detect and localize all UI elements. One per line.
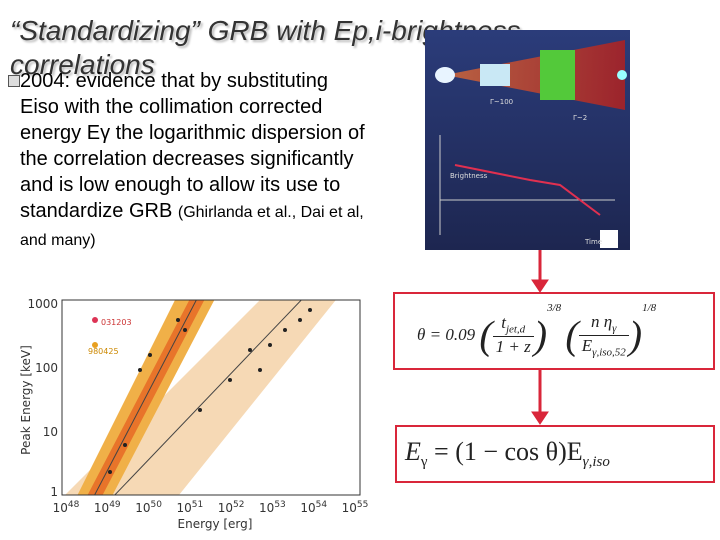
x-tick-label: 1051 bbox=[176, 500, 203, 515]
tick-exponent: 50 bbox=[150, 500, 162, 510]
tick-base: 10 bbox=[53, 501, 68, 515]
fit-line bbox=[94, 300, 197, 495]
fraction: tjet,d 1 + z bbox=[492, 313, 534, 356]
formula-part: n η bbox=[590, 312, 613, 332]
arrow-head bbox=[531, 279, 549, 293]
x-tick-label: 1049 bbox=[94, 500, 121, 515]
y-axis-label: Peak Energy [keV] bbox=[19, 345, 33, 455]
formula-power: 1/8 bbox=[642, 302, 657, 314]
arrow-head bbox=[531, 411, 549, 425]
tick-exponent: 51 bbox=[192, 500, 203, 510]
y-ticks: 1 10 100 1000 bbox=[27, 297, 58, 499]
bullet-citation: (Ghirlanda et al., Dai et al, and many) bbox=[20, 204, 364, 249]
x-ticks: 1048 1049 1050 1051 1052 1053 1054 1055 bbox=[53, 500, 369, 515]
x-tick-label: 1052 bbox=[218, 500, 245, 515]
x-tick-label: 1053 bbox=[259, 500, 286, 515]
formula-sub: γ,iso,52 bbox=[592, 345, 626, 358]
diagram-label: Γ~100 bbox=[490, 98, 513, 106]
tick-base: 10 bbox=[300, 501, 315, 515]
data-points bbox=[92, 308, 312, 474]
ep-e-plot: 031203 980425 1 10 100 1000 1048 1049 1050… bbox=[19, 297, 369, 531]
diagram-label: Γ~2 bbox=[573, 114, 587, 122]
fit-line bbox=[114, 300, 302, 495]
paren: ( bbox=[565, 312, 579, 358]
bullet-mark bbox=[8, 75, 20, 87]
y-tick-label: 1000 bbox=[27, 297, 58, 311]
x-axis-label: Energy [erg] bbox=[178, 517, 253, 531]
tick-base: 10 bbox=[94, 501, 109, 515]
bullet-lead: 2004: evidence that by substituting Eiso… bbox=[20, 70, 328, 144]
energy-formula: Eγ = (1 − cos θ)Eγ,iso bbox=[405, 437, 610, 471]
tick-base: 10 bbox=[259, 501, 274, 515]
x-tick-label: 1050 bbox=[135, 500, 162, 515]
y-tick-label: 10 bbox=[43, 425, 58, 439]
tick-exponent: 49 bbox=[109, 500, 121, 510]
x-tick-label: 1055 bbox=[342, 500, 369, 515]
bullet-gamma: γ bbox=[100, 122, 111, 144]
tick-base: 10 bbox=[135, 501, 150, 515]
formula-sub: jet,d bbox=[505, 323, 526, 336]
tick-exponent: 53 bbox=[274, 500, 285, 510]
bullet-text: 2004: evidence that by substituting Eiso… bbox=[8, 68, 365, 254]
point-label: 031203 bbox=[101, 318, 132, 327]
light-curve bbox=[454, 164, 601, 216]
marker bbox=[600, 230, 618, 248]
diagram-label: Brightness bbox=[450, 172, 488, 180]
tick-exponent: 54 bbox=[316, 500, 328, 510]
formula-power: 3/8 bbox=[547, 302, 562, 314]
formula-part: θ = 0.09 bbox=[417, 325, 476, 345]
energy-formula-box: Eγ = (1 − cos θ)Eγ,iso bbox=[395, 425, 715, 483]
tick-base: 10 bbox=[176, 501, 191, 515]
x-tick-label: 1054 bbox=[300, 500, 327, 515]
y-tick-label: 1 bbox=[50, 485, 58, 499]
band-outer bbox=[77, 300, 215, 495]
y-tick-label: 100 bbox=[35, 361, 58, 375]
tick-base: 10 bbox=[342, 501, 357, 515]
observer bbox=[617, 70, 627, 80]
paren: ( bbox=[479, 312, 493, 358]
fraction: n ηγ Eγ,iso,52 bbox=[578, 312, 629, 358]
bullet-rest: the logarithmic dispersion of the correl… bbox=[20, 122, 365, 222]
formula-part: = (1 − cos θ)E bbox=[427, 437, 583, 466]
x-tick-label: 1048 bbox=[53, 500, 80, 515]
theta-formula: θ = 0.09 (tjet,d 1 + z)3/8 (n ηγ Eγ,iso,52… bbox=[417, 302, 656, 359]
numerator: n ηγ bbox=[578, 312, 629, 336]
wide-band bbox=[65, 300, 336, 495]
formula-sub: γ,iso bbox=[582, 454, 610, 471]
formula-part: E bbox=[581, 335, 593, 355]
formula-part: E bbox=[405, 437, 421, 466]
formula-sub: γ bbox=[612, 322, 617, 335]
formula-part: 1 + z bbox=[495, 336, 531, 356]
tick-exponent: 48 bbox=[68, 500, 80, 510]
tick-exponent: 55 bbox=[357, 500, 368, 510]
formula-part: t bbox=[501, 313, 506, 333]
point-label: 980425 bbox=[88, 347, 119, 356]
diagram-label: Time bbox=[584, 238, 602, 246]
plot-frame bbox=[61, 299, 361, 496]
theta-formula-box: θ = 0.09 (tjet,d 1 + z)3/8 (n ηγ Eγ,iso,52… bbox=[393, 292, 715, 370]
formula-sub: γ bbox=[420, 454, 428, 471]
band-inner bbox=[87, 300, 205, 495]
paren: ) bbox=[628, 312, 643, 358]
numerator: tjet,d bbox=[492, 313, 534, 337]
denominator: Eγ,iso,52 bbox=[579, 336, 629, 358]
tick-base: 10 bbox=[218, 501, 233, 515]
paren: ) bbox=[533, 312, 548, 358]
tick-exponent: 52 bbox=[233, 500, 244, 510]
